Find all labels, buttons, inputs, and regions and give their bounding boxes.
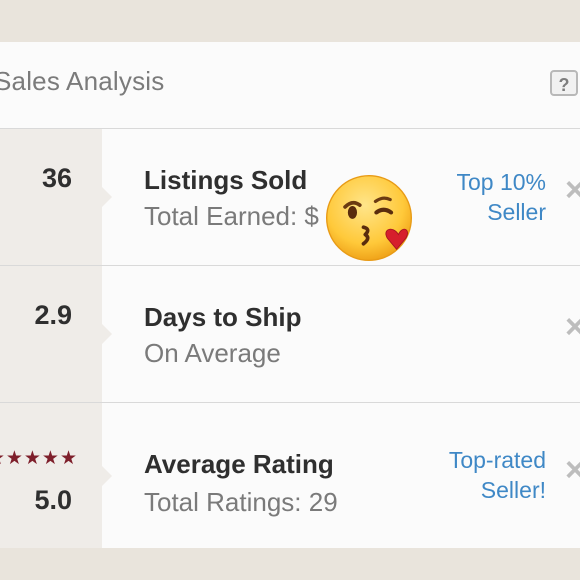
total-ratings-label: Total Ratings: 29 — [144, 487, 338, 517]
rating-stars-icon: ★★★★★ — [0, 448, 78, 469]
metric-cell: ★★★★★ 5.0 — [0, 403, 112, 548]
card-header: Sales Analysis ? — [0, 42, 580, 129]
top-seller-badge[interactable]: Top 10% Seller — [456, 167, 546, 227]
kissing-face-emoji-icon — [325, 174, 413, 262]
badge-line-2: Seller! — [480, 477, 546, 503]
listings-sold-row: 36 Listings Sold Total Earned: $ Top 10%… — [0, 129, 580, 266]
top-rated-badge[interactable]: Top-rated Seller! — [449, 445, 546, 505]
sales-analysis-card: Sales Analysis ? 36 Listings Sold Total … — [0, 42, 580, 548]
close-icon[interactable]: × — [565, 308, 580, 346]
total-earned-label: Total Earned: $ — [144, 201, 319, 231]
badge-line-1: Top 10% — [456, 169, 546, 195]
days-to-ship-row: 2.9 Days to Ship On Average × — [0, 266, 580, 403]
badge-line-1: Top-rated — [448, 447, 546, 473]
close-icon[interactable]: × — [565, 451, 580, 489]
page-title: Sales Analysis — [0, 66, 165, 96]
close-icon[interactable]: × — [565, 171, 580, 209]
days-to-ship-value: 2.9 — [34, 300, 72, 330]
badge-line-2: Seller — [487, 199, 546, 225]
metric-cell: 2.9 — [0, 266, 112, 402]
days-to-ship-label: Days to Ship — [144, 302, 302, 332]
average-rating-row: ★★★★★ 5.0 Average Rating Total Ratings: … — [0, 403, 580, 548]
average-rating-label: Average Rating — [144, 449, 334, 479]
listings-sold-value: 36 — [41, 163, 72, 193]
metric-cell: 36 — [0, 129, 112, 265]
on-average-label: On Average — [144, 338, 281, 368]
average-rating-value: 5.0 — [34, 485, 72, 515]
listings-sold-label: Listings Sold — [144, 165, 308, 195]
help-button[interactable]: ? — [550, 70, 578, 96]
